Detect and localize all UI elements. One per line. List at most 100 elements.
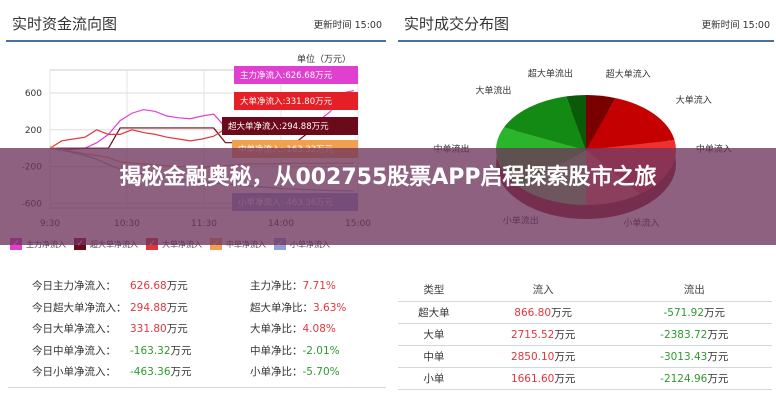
ratio-row: 主力净比：7.71% <box>250 276 346 298</box>
series-value-tag <box>222 117 358 135</box>
unit: 万元 <box>704 306 726 319</box>
title-overlay <box>0 148 776 245</box>
stat-unit: 万元 <box>166 301 188 314</box>
stat-row: 今日大单净流入： 331.80万元 <box>32 319 192 341</box>
stat-row: 今日中单净流入： -163.32万元 <box>32 341 192 363</box>
unit: 万元 <box>554 328 576 341</box>
stat-label: 今日大单净流入： <box>32 323 116 335</box>
stat-row: 今日超大单净流入： 294.88万元 <box>32 298 192 320</box>
stat-value: 331.80 <box>130 323 167 335</box>
ratio-label: 大单净比： <box>250 323 303 335</box>
ratio-label: 中单净比： <box>250 344 303 357</box>
panel-title: 实时成交分布图 <box>404 15 510 33</box>
ratio-label: 主力净比： <box>250 280 303 292</box>
pie-slice <box>503 96 586 150</box>
net-flow-stats: 今日主力净流入： 626.68万元 今日超大单净流入： 294.88万元 今日大单净流入… <box>32 276 192 384</box>
table-row: 中单 2850.10万元 -3013.43万元 <box>398 345 772 368</box>
cell-out: -2124.96万元 <box>616 367 772 390</box>
stat-value: -463.36 <box>130 366 171 378</box>
stat-value: 294.88 <box>130 301 167 314</box>
ratio-label: 小单净比： <box>250 366 303 378</box>
cell-out: -3013.43万元 <box>616 345 772 368</box>
cell-out: -571.92万元 <box>616 301 772 324</box>
cell-in: 2850.10万元 <box>469 345 617 368</box>
stat-value: 626.68 <box>130 280 167 292</box>
ratio-label: 超大单净比： <box>250 301 313 314</box>
table-row: 大单 2715.52万元 -2383.72万元 <box>398 323 772 346</box>
ratio-value: 3.63% <box>313 301 347 314</box>
unit: 万元 <box>707 328 729 341</box>
cell-type: 小单 <box>398 367 470 390</box>
stat-unit: 万元 <box>166 280 188 292</box>
table-row: 小单 1661.60万元 -2124.96万元 <box>398 367 772 390</box>
outflow-value: -3013.43 <box>660 350 708 363</box>
inflow-value: 2715.52 <box>510 328 555 341</box>
stat-value: -163.32 <box>130 344 171 357</box>
update-time: 更新时间 15:00 <box>313 20 382 31</box>
stat-unit: 万元 <box>170 344 192 357</box>
unit: 万元 <box>707 372 729 385</box>
pie-label: 超大单流入 <box>606 68 651 80</box>
inflow-value: 866.80 <box>514 306 552 319</box>
unit-label: 单位（万元） <box>297 53 351 65</box>
divider <box>8 387 386 388</box>
panel-title: 实时资金流向图 <box>12 15 118 33</box>
outflow-value: -2124.96 <box>660 372 708 385</box>
pie-slice <box>586 94 616 150</box>
table-row: 超大单 866.80万元 -571.92万元 <box>398 301 772 324</box>
table-header-row: 类型 流入 流出 <box>398 279 772 302</box>
cell-out: -2383.72万元 <box>616 323 772 346</box>
divider <box>6 40 386 42</box>
update-time: 更新时间 15:00 <box>701 20 770 31</box>
pie-label: 超大单流出 <box>528 67 573 79</box>
stat-unit: 万元 <box>166 323 188 335</box>
y-tick-label: 600 <box>25 89 42 99</box>
series-value-label: 主力净流入:626.68万元 <box>240 70 333 81</box>
cell-in: 866.80万元 <box>469 301 617 324</box>
stat-label: 今日小单净流入： <box>32 366 116 378</box>
header-type: 类型 <box>398 279 470 302</box>
cell-in: 1661.60万元 <box>469 367 617 390</box>
cell-in: 2715.52万元 <box>469 323 617 346</box>
stat-label: 今日主力净流入： <box>32 280 116 292</box>
series-value-label: 大单净流入:331.80万元 <box>240 96 333 107</box>
cell-type: 大单 <box>398 323 470 346</box>
y-tick-label: 200 <box>25 126 42 136</box>
series-value-label: 超大单净流入:294.88万元 <box>228 121 329 132</box>
ratio-value: -5.70% <box>302 366 340 378</box>
ratio-value: -2.01% <box>302 344 340 357</box>
flow-table: 类型 流入 流出 超大单 866.80万元 -571.92万元 大单 2715.52万元… <box>398 279 772 390</box>
inflow-value: 2850.10 <box>510 350 555 363</box>
unit: 万元 <box>554 350 576 363</box>
ratio-value: 4.08% <box>302 323 336 335</box>
pie-label: 大单流出 <box>475 84 511 96</box>
stat-row: 今日主力净流入： 626.68万元 <box>32 276 192 298</box>
series-value-tag <box>234 92 358 110</box>
pie-label: 大单流入 <box>676 94 712 106</box>
series-value-tag <box>234 66 358 84</box>
pie-slice <box>566 94 586 150</box>
ratio-row: 中单净比：-2.01% <box>250 341 346 363</box>
cell-type: 超大单 <box>398 301 470 324</box>
unit: 万元 <box>554 372 576 385</box>
cell-type: 中单 <box>398 345 470 368</box>
pie-slice <box>586 98 675 150</box>
inflow-value: 1661.60 <box>510 372 555 385</box>
outflow-value: -571.92 <box>663 306 705 319</box>
overlay-title: 揭秘金融奥秘，从002755股票APP启程探索股市之旅 <box>119 165 657 190</box>
divider <box>398 40 774 42</box>
unit: 万元 <box>707 350 729 363</box>
ratio-row: 小单净比：-5.70% <box>250 362 346 384</box>
header-in: 流入 <box>469 279 617 302</box>
stat-row: 今日小单净流入： -463.36万元 <box>32 362 192 384</box>
stat-unit: 万元 <box>170 366 192 378</box>
header-out: 流出 <box>616 279 772 302</box>
unit: 万元 <box>551 306 573 319</box>
outflow-value: -2383.72 <box>660 328 708 341</box>
ratio-row: 大单净比：4.08% <box>250 319 346 341</box>
stat-label: 今日中单净流入： <box>32 344 116 357</box>
net-ratio-stats: 主力净比：7.71% 超大单净比：3.63% 大单净比：4.08% 中单净比：-2.0… <box>250 276 346 384</box>
ratio-value: 7.71% <box>302 280 336 292</box>
stat-label: 今日超大单净流入： <box>32 301 127 314</box>
ratio-row: 超大单净比：3.63% <box>250 298 346 320</box>
